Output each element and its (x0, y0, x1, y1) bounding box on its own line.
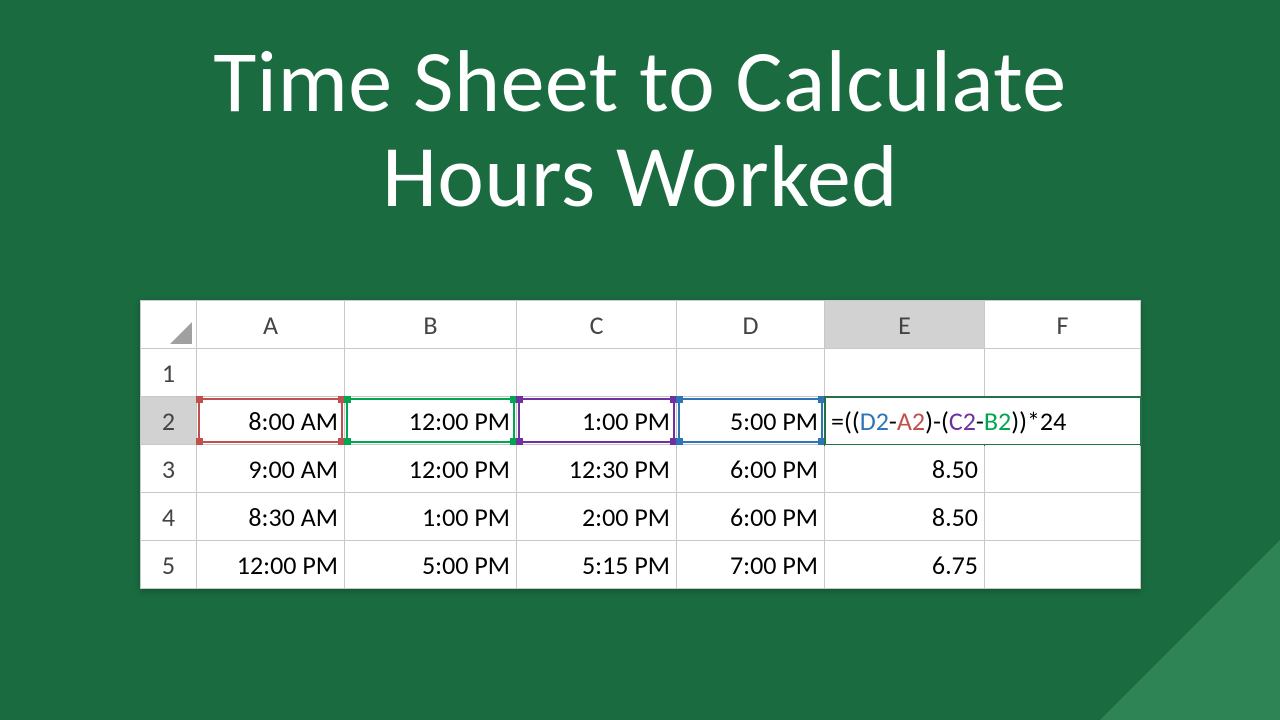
col-head-B[interactable]: B (345, 301, 517, 349)
row-3: 3 9:00 AM 12:00 PM 12:30 PM 6:00 PM 8.50 (141, 445, 1141, 493)
cell-E4[interactable]: 8.50 (825, 493, 985, 541)
cell-B2-value: 12:00 PM (409, 405, 510, 437)
title-line-1: Time Sheet to Calculate (213, 27, 1066, 135)
cell-A5[interactable]: 12:00 PM (197, 541, 345, 589)
cell-F4[interactable] (985, 493, 1141, 541)
select-all-cell[interactable] (141, 301, 197, 349)
cell-E2-formula[interactable]: =((D2-A2)-(C2-B2))*24 (825, 397, 1141, 445)
cell-B5[interactable]: 5:00 PM (345, 541, 517, 589)
cell-D5[interactable]: 7:00 PM (677, 541, 825, 589)
cell-A4[interactable]: 8:30 AM (197, 493, 345, 541)
cell-C4[interactable]: 2:00 PM (517, 493, 677, 541)
cell-C5[interactable]: 5:15 PM (517, 541, 677, 589)
spreadsheet-grid[interactable]: A B C D E F 1 Time In Lunch Start Lunch … (140, 300, 1141, 589)
cell-C2[interactable]: 1:00 PM (517, 397, 677, 445)
row-head-4[interactable]: 4 (141, 493, 197, 541)
cell-B1[interactable]: Lunch Start (345, 349, 517, 397)
cell-B4[interactable]: 1:00 PM (345, 493, 517, 541)
cell-F3[interactable] (985, 445, 1141, 493)
row-head-2[interactable]: 2 (141, 397, 197, 445)
col-head-D[interactable]: D (677, 301, 825, 349)
cell-F1[interactable] (985, 349, 1141, 397)
cell-D4[interactable]: 6:00 PM (677, 493, 825, 541)
row-4: 4 8:30 AM 1:00 PM 2:00 PM 6:00 PM 8.50 (141, 493, 1141, 541)
cell-E3[interactable]: 8.50 (825, 445, 985, 493)
column-header-row: A B C D E F (141, 301, 1141, 349)
cell-A2[interactable]: 8:00 AM (197, 397, 345, 445)
row-1: 1 Time In Lunch Start Lunch End Time Out… (141, 349, 1141, 397)
cell-E5[interactable]: 6.75 (825, 541, 985, 589)
col-head-C[interactable]: C (517, 301, 677, 349)
cell-B2[interactable]: 12:00 PM (345, 397, 517, 445)
col-head-F[interactable]: F (985, 301, 1141, 349)
formula-text: =((D2-A2)-(C2-B2))*24 (831, 405, 1066, 437)
cell-F5[interactable] (985, 541, 1141, 589)
title-line-2: Hours Worked (382, 122, 898, 230)
cell-C2-value: 1:00 PM (582, 405, 670, 437)
cell-A2-value: 8:00 AM (248, 405, 338, 437)
cell-D2-value: 5:00 PM (730, 405, 818, 437)
cell-C1[interactable]: Lunch End (517, 349, 677, 397)
cell-C3[interactable]: 12:30 PM (517, 445, 677, 493)
col-head-A[interactable]: A (197, 301, 345, 349)
row-head-3[interactable]: 3 (141, 445, 197, 493)
cell-A3[interactable]: 9:00 AM (197, 445, 345, 493)
row-5: 5 12:00 PM 5:00 PM 5:15 PM 7:00 PM 6.75 (141, 541, 1141, 589)
cell-D2[interactable]: 5:00 PM (677, 397, 825, 445)
cell-D1[interactable]: Time Out (677, 349, 825, 397)
cell-A1[interactable]: Time In (197, 349, 345, 397)
cell-B3[interactable]: 12:00 PM (345, 445, 517, 493)
cell-E1[interactable]: Total Time (825, 349, 985, 397)
row-head-1[interactable]: 1 (141, 349, 197, 397)
cell-D3[interactable]: 6:00 PM (677, 445, 825, 493)
page-title: Time Sheet to Calculate Hours Worked (0, 0, 1280, 224)
col-head-E[interactable]: E (825, 301, 985, 349)
spreadsheet: A B C D E F 1 Time In Lunch Start Lunch … (140, 300, 1140, 589)
row-head-5[interactable]: 5 (141, 541, 197, 589)
row-2: 2 8:00 AM 12:00 PM 1:00 PM 5:00 (141, 397, 1141, 445)
